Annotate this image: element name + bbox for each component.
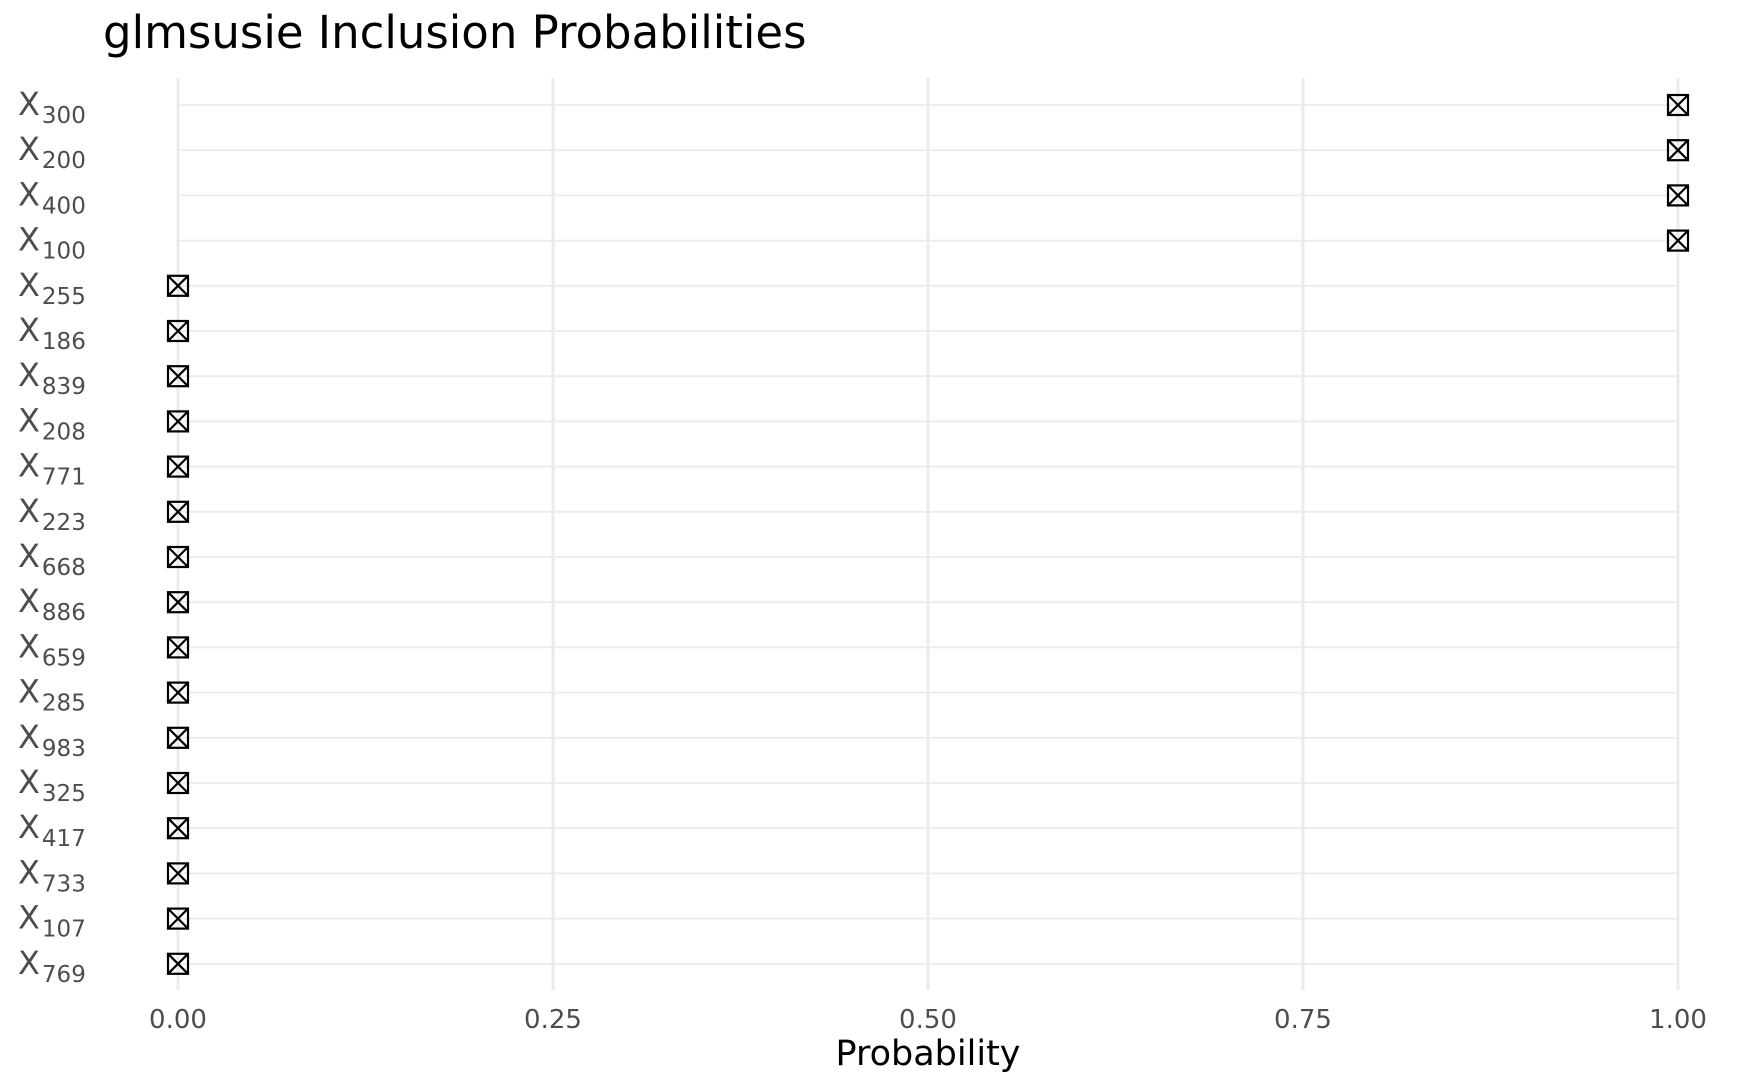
y-tick-label: X659 xyxy=(18,627,86,671)
y-tick-label: X983 xyxy=(18,718,86,762)
x-tick-label: 1.00 xyxy=(1649,1005,1707,1035)
data-point xyxy=(166,681,190,704)
x-tick-label: 0.75 xyxy=(1274,1005,1332,1035)
y-tick-label: X186 xyxy=(18,311,86,355)
y-tick-label: X208 xyxy=(18,401,86,445)
y-tick-label: X886 xyxy=(18,582,86,626)
data-point xyxy=(1666,93,1690,117)
x-tick-label: 0.50 xyxy=(899,1005,957,1035)
y-tick-labels: X300X200X400X100X255X186X839X208X771X223… xyxy=(18,85,86,988)
y-tick-label: X839 xyxy=(18,356,86,400)
data-point xyxy=(1666,184,1690,207)
y-tick-label: X255 xyxy=(18,266,86,310)
data-point xyxy=(166,726,190,749)
data-point xyxy=(166,952,190,975)
data-point xyxy=(166,455,190,478)
data-point xyxy=(166,636,190,659)
y-tick-label: X733 xyxy=(18,853,86,897)
data-point xyxy=(1666,139,1690,162)
data-point xyxy=(166,410,190,433)
chart-title: glmsusie Inclusion Probabilities xyxy=(103,6,807,59)
x-tick-label: 0.00 xyxy=(149,1005,207,1035)
data-points xyxy=(166,93,1690,975)
data-point xyxy=(166,319,190,343)
y-tick-label: X100 xyxy=(18,221,86,265)
data-point xyxy=(166,545,190,569)
data-point xyxy=(166,591,190,614)
data-point xyxy=(166,274,190,297)
x-axis-title: Probability xyxy=(835,1034,1020,1074)
grid-lines xyxy=(176,78,1680,990)
x-tick-label: 0.25 xyxy=(524,1005,582,1035)
data-point xyxy=(166,862,190,885)
y-tick-label: X200 xyxy=(18,130,86,174)
y-tick-label: X223 xyxy=(18,492,86,536)
y-tick-label: X300 xyxy=(18,85,86,129)
y-tick-label: X417 xyxy=(18,808,86,852)
y-tick-label: X771 xyxy=(18,447,86,491)
data-point xyxy=(166,907,190,930)
data-point xyxy=(166,817,190,840)
y-tick-label: X325 xyxy=(18,763,86,807)
y-tick-label: X668 xyxy=(18,537,86,581)
y-tick-label: X285 xyxy=(18,673,86,717)
y-tick-label: X107 xyxy=(18,899,86,943)
y-tick-label: X400 xyxy=(18,175,86,219)
data-point xyxy=(166,365,190,388)
data-point xyxy=(166,500,190,523)
x-tick-labels: 0.00 0.25 0.50 0.75 1.00 xyxy=(149,1005,1707,1035)
data-point xyxy=(1666,229,1690,252)
y-tick-label: X769 xyxy=(18,944,86,988)
data-point xyxy=(166,771,190,795)
